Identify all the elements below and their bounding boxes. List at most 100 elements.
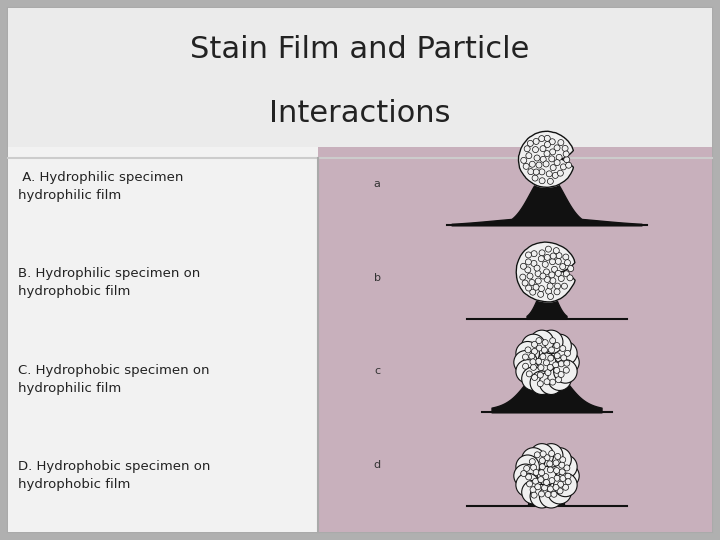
Circle shape (523, 465, 530, 471)
Circle shape (545, 370, 551, 376)
Bar (8, 8, 712, 158)
Circle shape (540, 451, 546, 457)
Circle shape (558, 275, 564, 281)
Circle shape (547, 486, 554, 492)
Circle shape (539, 484, 563, 508)
Circle shape (560, 164, 567, 170)
Circle shape (539, 178, 545, 184)
Circle shape (530, 359, 536, 365)
Circle shape (539, 330, 563, 354)
Circle shape (567, 266, 574, 272)
Circle shape (528, 353, 535, 359)
Circle shape (536, 359, 541, 364)
Circle shape (526, 481, 533, 487)
Text: B. Hydrophilic specimen on
hydrophobic film: B. Hydrophilic specimen on hydrophobic f… (18, 267, 200, 298)
Circle shape (547, 293, 554, 300)
Circle shape (537, 381, 544, 387)
Circle shape (554, 283, 560, 289)
Circle shape (526, 371, 532, 377)
Circle shape (554, 367, 559, 373)
Circle shape (559, 346, 566, 352)
Circle shape (530, 330, 554, 354)
Circle shape (525, 267, 531, 273)
Circle shape (539, 457, 545, 464)
Circle shape (526, 285, 531, 291)
Circle shape (562, 484, 569, 490)
Circle shape (538, 477, 544, 483)
Text: Stain Film and Particle: Stain Film and Particle (190, 36, 530, 64)
Circle shape (549, 156, 555, 162)
Circle shape (544, 141, 550, 147)
Circle shape (548, 481, 572, 504)
Circle shape (522, 481, 545, 504)
Circle shape (516, 473, 539, 497)
Circle shape (549, 477, 555, 483)
Circle shape (548, 448, 572, 471)
Circle shape (528, 168, 534, 174)
Circle shape (559, 462, 565, 468)
Circle shape (527, 140, 534, 146)
Circle shape (526, 259, 531, 265)
Circle shape (560, 475, 566, 482)
Circle shape (531, 464, 536, 470)
Circle shape (563, 367, 570, 373)
Circle shape (559, 457, 566, 463)
Circle shape (549, 272, 555, 278)
Circle shape (541, 347, 547, 353)
Circle shape (522, 280, 528, 286)
Circle shape (531, 341, 538, 347)
Polygon shape (528, 488, 564, 506)
Polygon shape (518, 334, 575, 390)
Circle shape (536, 162, 542, 168)
Circle shape (520, 274, 526, 280)
Circle shape (529, 280, 535, 286)
Circle shape (514, 464, 537, 488)
Circle shape (544, 480, 549, 485)
Circle shape (564, 465, 570, 471)
Circle shape (522, 448, 545, 471)
Circle shape (540, 157, 546, 163)
Circle shape (556, 253, 562, 259)
Circle shape (514, 350, 537, 374)
Bar (318, 147, 712, 532)
Circle shape (540, 354, 546, 360)
Circle shape (561, 355, 567, 361)
Circle shape (550, 165, 556, 171)
Circle shape (554, 454, 561, 460)
Circle shape (544, 379, 550, 385)
Circle shape (554, 145, 560, 151)
Circle shape (544, 455, 550, 461)
Circle shape (557, 170, 563, 176)
Circle shape (535, 278, 541, 284)
Circle shape (527, 273, 533, 279)
Circle shape (531, 492, 537, 498)
Circle shape (531, 374, 538, 381)
Circle shape (563, 151, 569, 157)
Circle shape (544, 276, 550, 282)
Circle shape (516, 360, 539, 383)
Circle shape (544, 151, 550, 157)
Circle shape (537, 372, 544, 378)
Circle shape (546, 171, 552, 177)
Circle shape (521, 157, 527, 164)
Circle shape (534, 265, 540, 271)
Circle shape (552, 172, 558, 178)
Polygon shape (518, 131, 573, 187)
Text: C. Hydrophobic specimen on
hydrophilic film: C. Hydrophobic specimen on hydrophilic f… (18, 363, 210, 395)
Circle shape (539, 444, 563, 467)
Circle shape (565, 478, 571, 485)
Circle shape (548, 367, 572, 390)
Circle shape (536, 345, 542, 351)
Circle shape (544, 269, 549, 275)
Circle shape (538, 291, 544, 298)
Circle shape (554, 289, 560, 295)
Circle shape (549, 450, 554, 456)
Circle shape (566, 162, 572, 168)
Circle shape (539, 464, 545, 470)
Circle shape (529, 161, 535, 167)
Circle shape (567, 275, 573, 281)
Circle shape (549, 259, 556, 265)
Circle shape (564, 350, 570, 356)
Circle shape (549, 379, 556, 385)
Circle shape (548, 355, 554, 361)
